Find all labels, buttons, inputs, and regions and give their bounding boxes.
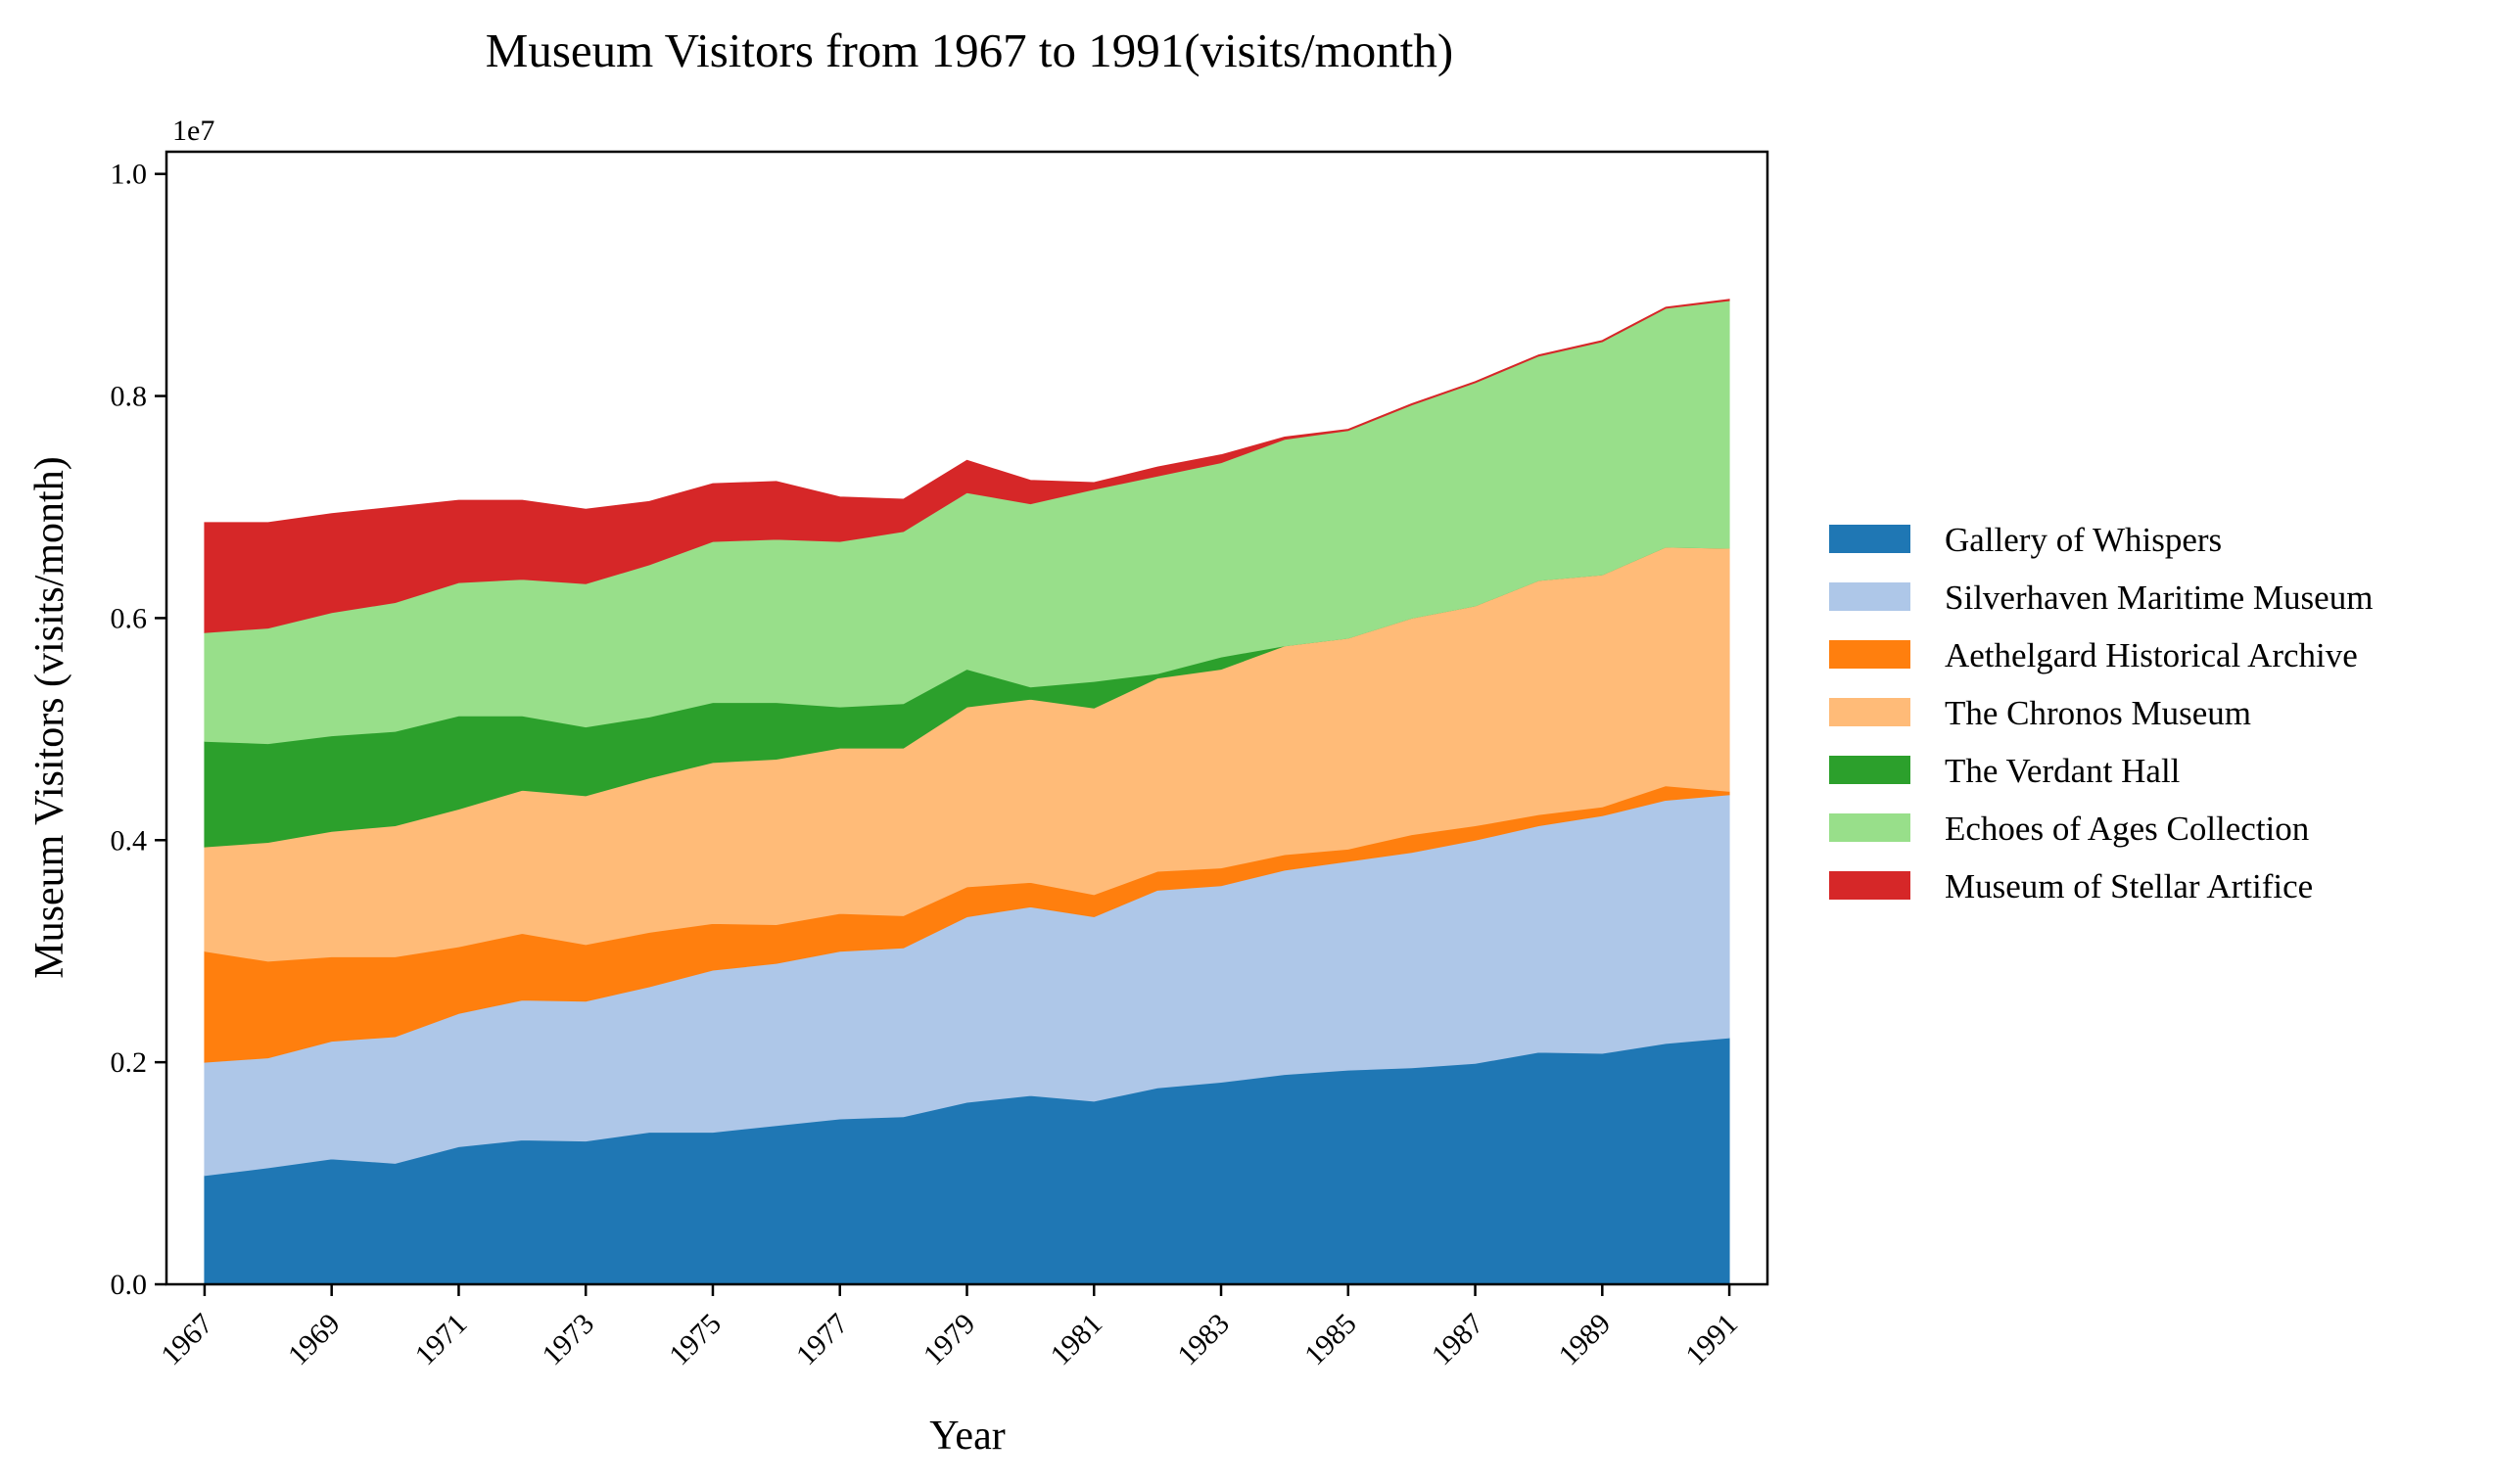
legend-label-gallery-of-whispers: Gallery of Whispers [1945,521,2222,559]
x-tick-label: 1977 [790,1308,855,1372]
legend-swatch-silverhaven-maritime-museum [1829,582,1910,611]
x-tick-label: 1985 [1298,1308,1363,1372]
chart-title: Museum Visitors from 1967 to 1991(visits… [486,23,1453,77]
legend-swatch-echoes-of-ages-collection [1829,813,1910,842]
x-tick-label: 1971 [409,1308,474,1372]
y-tick-label: 0.6 [111,602,148,634]
y-scale-label: 1e7 [172,115,214,147]
legend-label-the-chronos-museum: The Chronos Museum [1945,694,2251,732]
y-tick-label: 0.2 [111,1046,148,1079]
x-tick-label: 1983 [1171,1308,1236,1372]
x-tick-label: 1979 [918,1308,982,1372]
legend-label-aethelgard-historical-archive: Aethelgard Historical Archive [1945,636,2358,674]
legend-label-the-verdant-hall: The Verdant Hall [1945,752,2181,790]
x-tick-label: 1969 [282,1308,347,1372]
x-tick-label: 1991 [1679,1308,1744,1372]
legend-label-echoes-of-ages-collection: Echoes of Ages Collection [1945,810,2309,848]
legend: Gallery of Whispers Silverhaven Maritime … [1829,521,2373,905]
x-axis-label: Year [929,1414,1005,1459]
x-tick-label: 1981 [1044,1308,1108,1372]
x-axis: 1967 1969 1971 1973 1975 1977 1979 1981 1983 1985… [155,1284,1744,1371]
y-tick-label: 1.0 [111,159,148,191]
area-layers [204,299,1730,1285]
legend-swatch-gallery-of-whispers [1829,525,1910,553]
x-tick-label: 1987 [1426,1308,1490,1372]
y-tick-label: 0.8 [111,381,148,413]
legend-swatch-the-verdant-hall [1829,756,1910,784]
y-axis-label: Museum Visitors (visits/month) [27,456,72,978]
legend-swatch-the-chronos-museum [1829,698,1910,726]
y-tick-label: 0.0 [111,1269,148,1301]
y-axis: 0.0 0.2 0.4 0.6 0.8 1.0 [111,159,166,1301]
y-tick-label: 0.4 [111,824,148,857]
x-tick-label: 1973 [536,1308,600,1372]
x-tick-label: 1989 [1552,1308,1617,1372]
x-tick-label: 1975 [663,1308,728,1372]
legend-label-silverhaven-maritime-museum: Silverhaven Maritime Museum [1945,579,2373,617]
legend-swatch-museum-of-stellar-artifice [1829,871,1910,900]
x-tick-label: 1967 [155,1308,219,1372]
area-museum-of-stellar-artifice [204,299,1730,633]
legend-label-museum-of-stellar-artifice: Museum of Stellar Artifice [1945,867,2313,905]
legend-swatch-aethelgard-historical-archive [1829,640,1910,669]
